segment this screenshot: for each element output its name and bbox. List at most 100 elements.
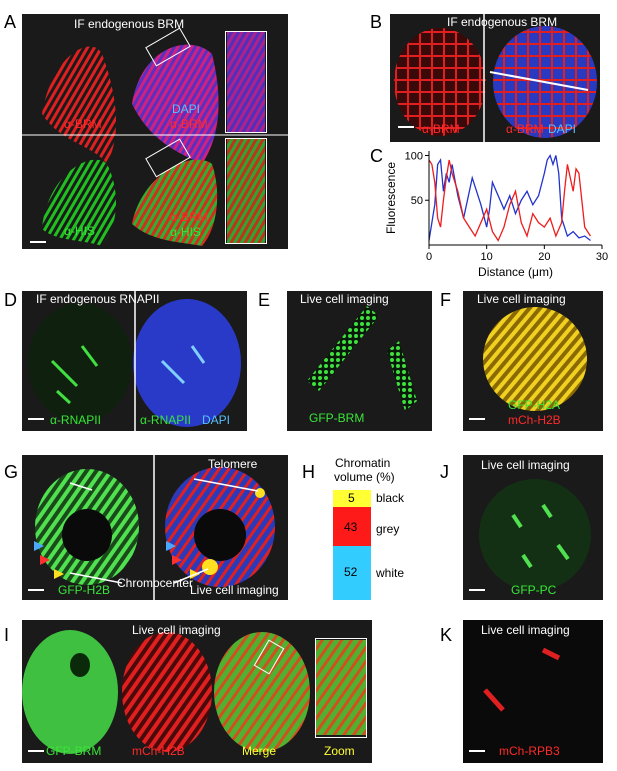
panel-d-label-rnapii-right: α-RNAPII [140, 413, 191, 427]
chromosome-green-bottom [42, 159, 117, 246]
panel-i-label-mch-h2b: mCh-H2B [132, 744, 185, 758]
segment-black-value: 5 [348, 491, 355, 505]
panel-d: IF endogenous RNAPII α-RNAPII α-RNAPII D… [22, 291, 247, 431]
panel-a-label-brm-left: α-BRM [64, 117, 102, 131]
panel-k: Live cell imaging mCh-RPB3 [463, 620, 603, 763]
panel-g: Telomere Chromocenter GFP-H2B Live cell … [22, 455, 288, 600]
panel-letter-f: F [440, 290, 451, 310]
scale-bar [398, 126, 414, 128]
chart-y-label: Fluorescence [384, 162, 398, 234]
panel-h-bar: 5 43 52 [333, 490, 371, 600]
panel-g-micrograph [34, 455, 275, 600]
panel-e: GFP-BRM [287, 291, 432, 431]
segment-black [333, 490, 371, 507]
panel-a-label-brm-merge: α-BRM [170, 117, 208, 131]
panel-a-label-dapi: DAPI [172, 102, 201, 116]
panel-letter-j: J [440, 462, 449, 482]
chart-series-line-2 [428, 159, 592, 242]
panel-g-label-live: Live cell imaging [190, 583, 279, 597]
panel-d-label-rnapii-left: α-RNAPII [50, 413, 101, 427]
scale-bar [469, 589, 485, 591]
panel-c-chart: 0 10 20 30 50 100 Fluorescence Distance (μm) [384, 150, 608, 279]
chart-x-tick-label: 20 [538, 251, 550, 263]
segment-grey [333, 507, 371, 546]
scale-bar [30, 241, 46, 243]
panel-a-title: IF endogenous BRM [74, 17, 185, 31]
scale-bar [469, 418, 485, 420]
panel-j-title: Live cell imaging [481, 458, 570, 472]
panel-g-label-gfp-h2b: GFP-H2B [58, 583, 111, 597]
panel-i-title: Live cell imaging [132, 623, 221, 637]
panel-a-inset-bottom [225, 138, 267, 244]
scale-bar [28, 418, 44, 420]
panel-i-zoom-box [315, 638, 367, 738]
chart-ticks-group: 0 10 20 30 50 100 [405, 150, 608, 263]
segment-grey-value: 43 [344, 520, 358, 534]
panel-letter-d: D [4, 290, 17, 310]
panel-k-label-rpb3: mCh-RPB3 [499, 744, 560, 758]
panel-b-label-brm-left: α-BRM [422, 122, 460, 136]
panel-a: IF endogenous BRM α-BRM DAPI α-BRM α-HIS… [22, 14, 288, 249]
panel-e-label-gfp-brm: GFP-BRM [309, 411, 365, 425]
chart-x-tick-label: 0 [426, 251, 432, 263]
panel-b-title: IF endogenous BRM [447, 15, 558, 29]
panel-a-label-his-bottom: α-HIS [170, 225, 201, 239]
chart-x-tick-label: 10 [481, 251, 493, 263]
panel-b-label-dapi: DAPI [548, 122, 577, 136]
panel-f-micrograph [483, 307, 587, 411]
segment-black-label: black [376, 491, 405, 505]
chart-y-tick-label: 100 [405, 150, 423, 162]
panel-g-label-chromocenter: Chromocenter [117, 576, 194, 590]
panel-f-title: Live cell imaging [477, 292, 566, 306]
panel-j-micrograph [479, 479, 591, 591]
panel-i-label-gfp-brm: GFP-BRM [46, 744, 102, 758]
chromosome-merge-bottom [132, 159, 218, 246]
panel-h-title-line2: volume (%) [334, 470, 395, 484]
panel-j: Live cell imaging GFP-PC [463, 455, 603, 600]
segment-white [333, 546, 371, 600]
scale-bar [28, 750, 44, 752]
panel-f: Live cell imaging GFP-H2A mCh-H2B [463, 291, 603, 431]
panel-letter-i: I [4, 625, 10, 645]
panel-k-title: Live cell imaging [481, 623, 570, 637]
panel-d-label-dapi: DAPI [202, 413, 231, 427]
panel-a-label-his-left: α-HIS [64, 224, 95, 238]
scale-bar [28, 589, 44, 591]
segment-white-label: white [376, 566, 405, 580]
panel-letter-b: B [370, 12, 383, 32]
panel-f-label-h2b: mCh-H2B [508, 413, 561, 427]
panel-i: Live cell imaging GFP-BRM mCh-H2B Merge … [22, 620, 372, 763]
panel-letter-g: G [4, 462, 19, 482]
segment-grey-label: grey [376, 522, 400, 536]
panel-a-label-brm-bottom: α-BRM [170, 210, 208, 224]
panel-f-label-h2a: GFP-H2A [508, 398, 561, 412]
panel-letter-e: E [258, 290, 271, 310]
panel-a-micrograph [22, 32, 288, 246]
panel-b-micrograph [394, 14, 597, 142]
panel-b: IF endogenous BRM α-BRM α-BRM DAPI [390, 14, 600, 142]
chart-series-group [428, 153, 592, 242]
panel-j-label-gfp-pc: GFP-PC [511, 583, 557, 597]
panel-d-title: IF endogenous RNAPII [36, 292, 160, 306]
panel-a-inset-top [225, 31, 267, 133]
panel-e-micrograph [307, 306, 417, 411]
chart-y-tick-label: 50 [411, 195, 423, 207]
panel-letter-k: K [440, 625, 453, 645]
chart-x-label: Distance (μm) [478, 265, 553, 279]
segment-white-value: 52 [344, 565, 358, 579]
panel-letter-c: C [370, 146, 383, 166]
panel-b-label-brm-right: α-BRM [506, 122, 544, 136]
panel-letter-h: H [302, 462, 315, 482]
panel-letter-a: A [4, 12, 17, 32]
panel-i-label-zoom: Zoom [324, 744, 355, 758]
panel-d-micrograph [28, 291, 241, 431]
panel-h-title-line1: Chromatin [335, 456, 391, 470]
chart-x-tick-label: 30 [596, 251, 608, 263]
chart-series-line-1 [428, 153, 591, 242]
panel-g-label-telomere: Telomere [208, 457, 258, 471]
chromosome-merge-top [132, 44, 219, 164]
panel-k-micrograph [483, 647, 561, 712]
chromosome-red-top [42, 46, 117, 164]
panel-e-title: Live cell imaging [300, 292, 389, 306]
scale-bar [469, 750, 485, 752]
